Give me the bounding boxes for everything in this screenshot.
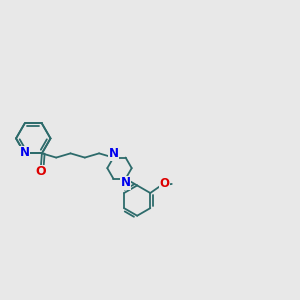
Text: O: O <box>35 165 46 178</box>
Text: N: N <box>20 146 30 159</box>
Text: N: N <box>121 176 130 189</box>
Text: N: N <box>109 147 119 160</box>
Text: O: O <box>160 178 170 190</box>
